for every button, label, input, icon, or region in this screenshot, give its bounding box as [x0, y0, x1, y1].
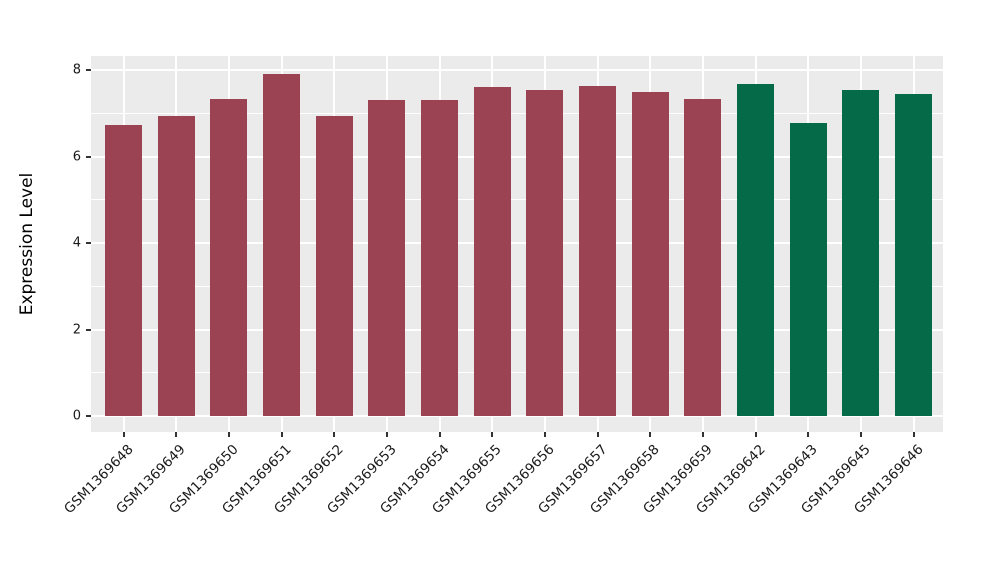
- y-tick-mark: [86, 328, 91, 331]
- y-tick-label: 2: [72, 322, 81, 337]
- bar-GSM1369645: [842, 90, 880, 416]
- x-tick-mark: [754, 432, 757, 437]
- gridline-major-h: [91, 69, 943, 71]
- bar-GSM1369642: [737, 83, 774, 416]
- x-tick-mark: [912, 432, 915, 437]
- plot-panel: [91, 56, 943, 432]
- gridline-minor-h: [91, 112, 943, 114]
- gridline-minor-h: [91, 372, 943, 374]
- y-tick-mark: [86, 155, 91, 158]
- x-tick-mark: [649, 432, 652, 437]
- y-tick-mark: [86, 415, 91, 417]
- y-tick-label: 8: [72, 62, 81, 78]
- bar-GSM1369654: [421, 100, 458, 416]
- x-tick-mark: [175, 432, 178, 437]
- y-tick-mark: [86, 69, 91, 71]
- y-tick-label: 4: [72, 235, 81, 251]
- x-tick-mark: [491, 432, 494, 437]
- y-tick-label: 0: [72, 408, 81, 424]
- bar-GSM1369656: [526, 90, 564, 416]
- bar-GSM1369659: [684, 99, 722, 416]
- x-tick-mark: [122, 432, 125, 437]
- x-tick-mark: [807, 432, 810, 437]
- x-tick-mark: [438, 432, 441, 437]
- gridline-major-h: [91, 155, 943, 158]
- x-tick-mark: [543, 432, 546, 437]
- bar-GSM1369658: [631, 91, 669, 416]
- bar-GSM1369650: [210, 99, 248, 416]
- bar-GSM1369653: [368, 100, 406, 416]
- bar-GSM1369649: [157, 116, 195, 416]
- bar-GSM1369646: [895, 94, 932, 416]
- gridline-major-h: [91, 242, 943, 244]
- y-tick-mark: [86, 242, 91, 244]
- x-tick-mark: [227, 432, 230, 437]
- gridline-major-h: [91, 415, 943, 417]
- bar-GSM1369652: [315, 116, 353, 416]
- bar-GSM1369648: [105, 125, 142, 416]
- x-tick-mark: [333, 432, 336, 437]
- bar-GSM1369655: [473, 87, 511, 416]
- y-tick-label: 6: [72, 149, 81, 164]
- bar-GSM1369643: [789, 123, 827, 416]
- gridline-minor-h: [91, 199, 943, 201]
- y-axis-title-text: Expression Level: [17, 172, 37, 316]
- x-tick-mark: [280, 432, 283, 437]
- gridline-major-h: [91, 328, 943, 331]
- gridline-minor-h: [91, 285, 943, 287]
- x-tick-mark: [385, 432, 388, 437]
- x-tick-mark: [596, 432, 599, 437]
- x-tick-mark: [701, 432, 704, 437]
- bar-GSM1369657: [579, 86, 616, 416]
- bar-GSM1369651: [263, 74, 300, 416]
- x-tick-mark: [859, 432, 862, 437]
